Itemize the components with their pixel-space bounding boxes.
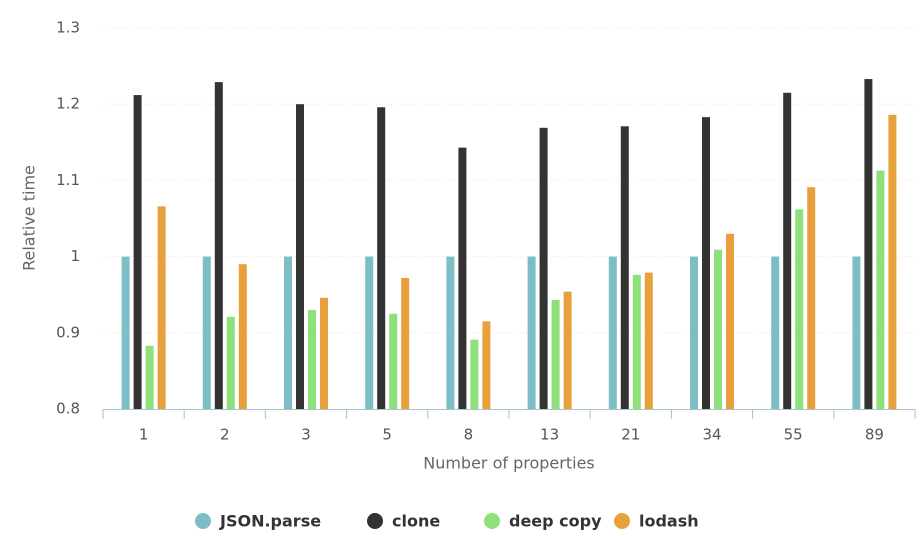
y-tick-label: 1.3 — [56, 19, 80, 37]
bar — [145, 345, 154, 409]
legend-marker — [614, 513, 630, 529]
bar — [470, 339, 479, 409]
bar — [702, 117, 710, 410]
bar — [888, 114, 897, 410]
bar — [121, 256, 130, 409]
legend-marker — [195, 513, 211, 529]
y-tick-label: 0.8 — [56, 400, 80, 418]
x-tick-label: 89 — [865, 426, 884, 444]
bar — [238, 264, 247, 409]
bar — [771, 256, 780, 409]
bar — [133, 95, 142, 409]
bar — [563, 291, 572, 409]
legend-text: JSON.parse — [219, 512, 321, 531]
bar — [320, 297, 328, 409]
bar — [608, 256, 617, 409]
bar — [401, 277, 410, 409]
y-tick-label: 1.2 — [56, 95, 80, 113]
bar — [714, 249, 722, 409]
x-tick-label: 55 — [784, 426, 803, 444]
x-tick-label: 21 — [621, 426, 640, 444]
bar — [807, 187, 816, 409]
x-tick-label: 2 — [220, 426, 230, 444]
bar — [458, 147, 467, 409]
x-tick-label: 5 — [382, 426, 392, 444]
bar — [226, 316, 235, 409]
bar — [214, 82, 223, 410]
y-axis-title: Relative time — [20, 165, 39, 271]
bar — [389, 313, 398, 409]
bar — [527, 256, 536, 409]
bar — [157, 206, 166, 409]
bar — [365, 256, 374, 409]
x-tick-label: 8 — [464, 426, 474, 444]
bar — [795, 209, 804, 409]
y-tick-label: 0.9 — [56, 323, 80, 341]
x-tick-label: 1 — [139, 426, 149, 444]
bar — [308, 309, 316, 409]
x-tick-label: 13 — [540, 426, 559, 444]
bar — [620, 126, 629, 409]
x-axis-title: Number of properties — [423, 454, 595, 473]
bar — [783, 92, 792, 410]
legend-text: deep copy — [509, 512, 602, 531]
bar — [644, 272, 653, 409]
bar — [539, 127, 548, 410]
legend-text: clone — [392, 512, 440, 531]
bar — [852, 256, 861, 409]
bar — [377, 107, 386, 410]
y-tick-label: 1 — [70, 247, 80, 265]
x-tick-label: 34 — [702, 426, 721, 444]
y-tick-label: 1.1 — [56, 171, 80, 189]
x-tick-label: 3 — [301, 426, 311, 444]
bar — [284, 256, 292, 409]
bar — [551, 300, 560, 409]
bar — [864, 79, 873, 409]
legend-marker — [484, 513, 500, 529]
bar — [446, 256, 455, 409]
legend-marker — [367, 513, 383, 529]
bar — [202, 256, 211, 409]
bar — [632, 274, 641, 409]
bar — [690, 256, 698, 409]
bar — [296, 104, 304, 409]
legend-text: lodash — [639, 512, 699, 531]
bar — [726, 233, 734, 409]
bar — [876, 170, 885, 409]
bar — [482, 321, 491, 409]
